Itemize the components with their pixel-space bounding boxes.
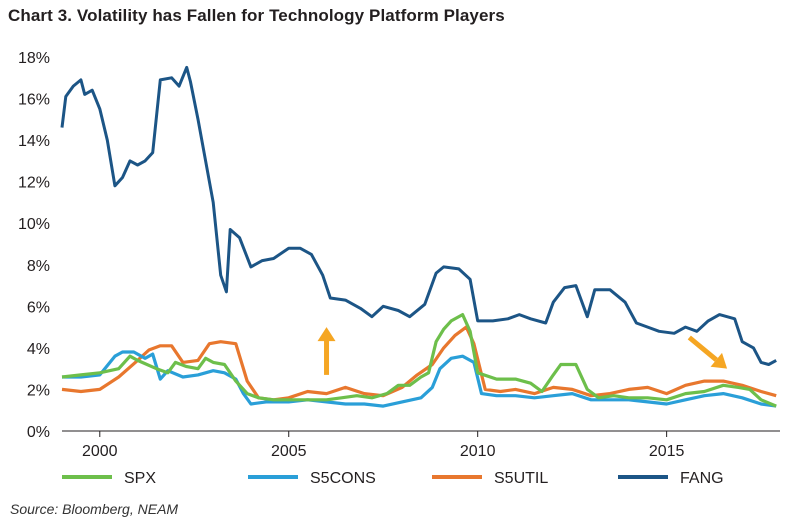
y-tick-label: 0% — [27, 424, 50, 441]
x-tick-label: 2010 — [460, 443, 496, 460]
x-axis-ticks: 2000 2005 2010 2015 — [82, 431, 685, 460]
x-tick-label: 2005 — [271, 443, 307, 460]
y-tick-label: 8% — [27, 258, 50, 275]
y-tick-label: 14% — [18, 133, 50, 150]
legend-label-fang: FANG — [680, 470, 724, 487]
y-tick-label: 2% — [27, 382, 50, 399]
legend: SPX S5CONS S5UTIL FANG — [62, 470, 724, 487]
annotation-arrowhead-down-right — [710, 352, 728, 369]
y-tick-label: 12% — [18, 175, 50, 192]
y-tick-label: 18% — [18, 50, 50, 67]
x-tick-label: 2000 — [82, 443, 118, 460]
chart-title: Chart 3. Volatility has Fallen for Techn… — [8, 6, 505, 25]
y-tick-label: 10% — [18, 216, 50, 233]
annotations — [317, 327, 728, 375]
legend-label-s5cons: S5CONS — [310, 470, 376, 487]
series-line-spx — [61, 313, 777, 408]
series-line-s5cons — [62, 350, 777, 408]
series-lines — [60, 65, 777, 408]
legend-label-spx: SPX — [124, 470, 156, 487]
x-tick-label: 2015 — [649, 443, 685, 460]
legend-label-s5util: S5UTIL — [494, 470, 548, 487]
annotation-arrowhead-up — [317, 327, 336, 342]
y-tick-label: 4% — [27, 341, 50, 358]
annotation-arrow-down-right — [687, 335, 718, 362]
source-note: Source: Bloomberg, NEAM — [10, 501, 179, 517]
y-tick-label: 6% — [27, 299, 50, 316]
series-line-s5util — [61, 325, 777, 402]
y-tick-label: 16% — [18, 92, 50, 109]
series-line-fang — [60, 65, 777, 366]
y-axis-ticks: 0% 2% 4% 6% 8% 10% 12% 14% 16% 18% — [18, 50, 50, 441]
